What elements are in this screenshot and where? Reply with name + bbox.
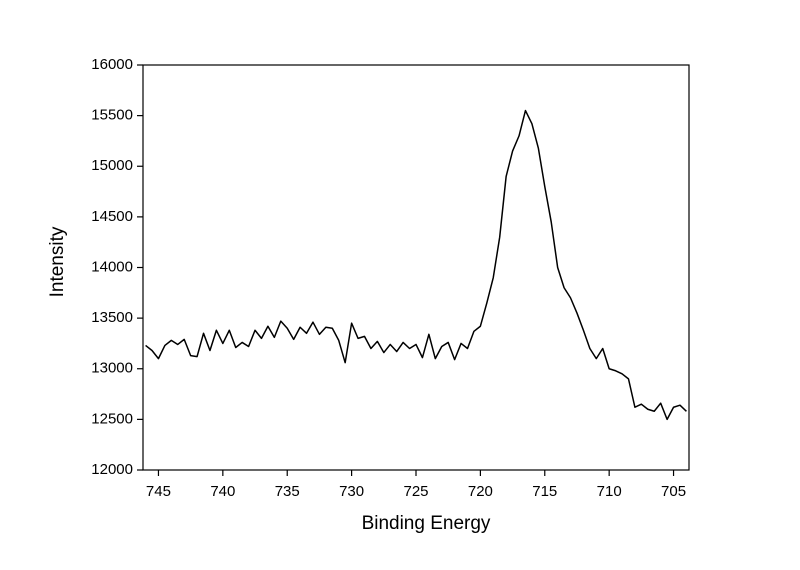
x-tick-label: 725 [403,483,428,500]
x-tick-label: 745 [146,483,171,500]
y-tick-label: 15500 [91,107,133,124]
x-tick-label: 705 [661,483,686,500]
x-tick-label: 730 [339,483,364,500]
y-tick-label: 12500 [91,410,133,427]
x-tick-label: 735 [275,483,300,500]
plot-frame [142,64,690,471]
data-line [145,109,687,421]
x-tick-label: 715 [532,483,557,500]
x-tick-label: 720 [468,483,493,500]
y-tick-label: 15000 [91,157,133,174]
y-tick-label: 14000 [91,258,133,275]
y-tick-label: 13000 [91,360,133,377]
y-axis-label: Intensity [47,226,68,297]
y-tick-label: 13500 [91,309,133,326]
x-tick-label: 740 [210,483,235,500]
y-tick-label: 12000 [91,461,133,478]
y-tick-label: 16000 [91,56,133,73]
x-tick-label: 710 [597,483,622,500]
x-axis-label: Binding Energy [362,513,491,534]
y-tick-label: 14500 [91,208,133,225]
